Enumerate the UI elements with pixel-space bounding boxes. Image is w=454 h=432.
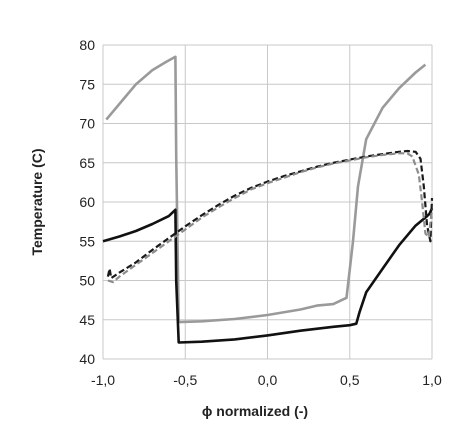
y-tick-label: 65	[79, 155, 95, 171]
x-tick-label: 1,0	[422, 372, 442, 388]
y-axis-ticks: 40 45 50 55 60 65 70 75 80	[79, 37, 95, 367]
y-tick-label: 50	[79, 273, 95, 289]
grid	[102, 44, 433, 360]
y-tick-label: 55	[79, 233, 95, 249]
x-axis-title: ϕ normalized (-)	[202, 403, 308, 419]
x-tick-label: 0,0	[258, 372, 278, 388]
x-tick-label: 0,5	[340, 372, 360, 388]
y-tick-label: 40	[79, 351, 95, 367]
y-tick-label: 75	[79, 76, 95, 92]
y-tick-label: 70	[79, 116, 95, 132]
series-line-2	[102, 207, 434, 344]
y-tick-label: 45	[79, 312, 95, 328]
x-tick-label: -0,5	[173, 372, 197, 388]
x-axis-ticks: -1,0 -0,5 0,0 0,5 1,0	[91, 372, 442, 388]
y-tick-label: 60	[79, 194, 95, 210]
x-tick-label: -1,0	[91, 372, 115, 388]
series-group	[102, 55, 434, 344]
y-axis-title: Temperature (C)	[29, 148, 45, 255]
series-line-4	[107, 152, 434, 284]
series-line-3	[106, 149, 434, 280]
y-tick-label: 80	[79, 37, 95, 53]
series-line-1	[105, 55, 427, 324]
